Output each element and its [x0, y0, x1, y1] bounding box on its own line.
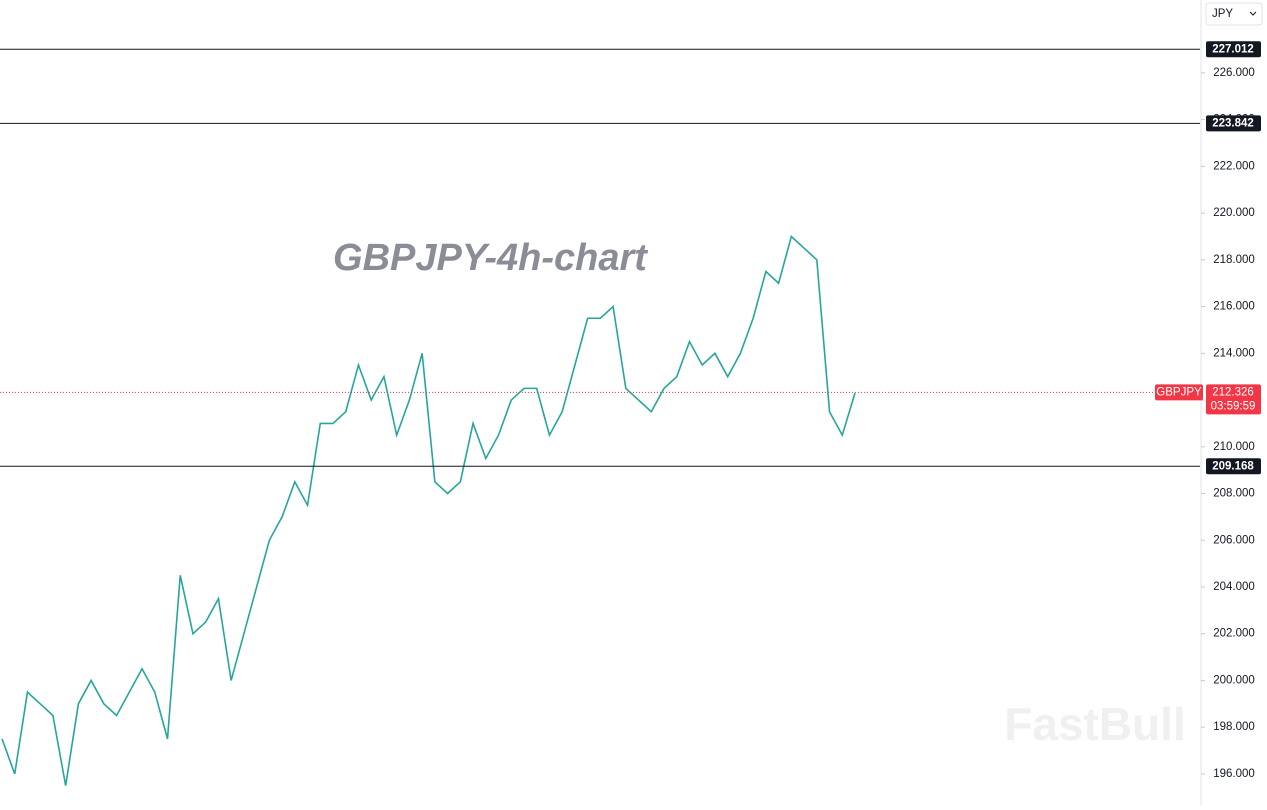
y-tick-label: 200.000 — [1213, 674, 1255, 686]
level-tag — [1206, 115, 1261, 132]
y-tick-label: 218.000 — [1213, 254, 1255, 266]
level-label: 223.842 — [1212, 117, 1254, 129]
countdown-label: 03:59:59 — [1211, 400, 1256, 412]
y-tick-label: 216.000 — [1213, 301, 1255, 313]
y-tick-label: 204.000 — [1213, 581, 1255, 593]
symbol-label: GBPJPY — [1156, 386, 1202, 398]
watermark: FastBull — [1004, 698, 1185, 750]
level-tag — [1206, 41, 1261, 58]
y-tick-label: 220.000 — [1213, 207, 1255, 219]
level-tag — [1206, 458, 1261, 475]
y-tick-label: 206.000 — [1213, 534, 1255, 546]
y-tick-label: 196.000 — [1213, 768, 1255, 780]
price-label: 212.326 — [1212, 386, 1254, 398]
price-tag — [1206, 384, 1261, 415]
currency-label[interactable]: JPY — [1212, 8, 1233, 20]
level-label: 227.012 — [1212, 43, 1254, 55]
y-tick-label: 210.000 — [1213, 441, 1255, 453]
chart-title: GBPJPY-4h-chart — [333, 237, 648, 279]
price-line — [1, 234, 856, 786]
currency-select[interactable] — [1205, 2, 1263, 26]
y-tick-label: 226.000 — [1213, 67, 1255, 79]
y-tick-label: 202.000 — [1213, 628, 1255, 640]
symbol-tag — [1155, 384, 1203, 401]
y-tick-label: 214.000 — [1213, 347, 1255, 359]
y-tick-label: 222.000 — [1213, 160, 1255, 172]
y-tick-label: 208.000 — [1213, 488, 1255, 500]
y-tick-label: 198.000 — [1213, 721, 1255, 733]
dropdown-icon[interactable] — [1249, 11, 1257, 16]
level-label: 209.168 — [1212, 460, 1254, 472]
